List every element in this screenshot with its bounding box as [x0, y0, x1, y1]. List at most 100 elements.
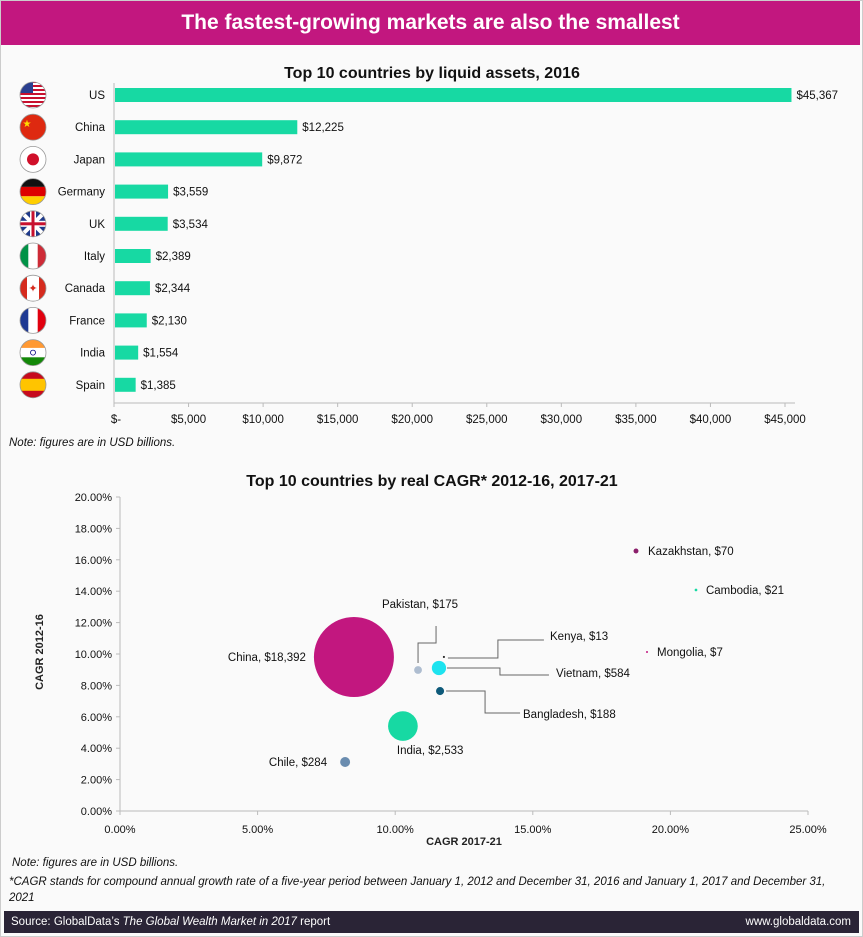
bubble-label-cambodia: Cambodia, $21: [706, 585, 784, 597]
bubble-label-mongolia: Mongolia, $7: [657, 647, 723, 659]
bubble-chile: [340, 757, 351, 767]
x-tick-label: $5,000: [171, 414, 206, 426]
x-tick-label: $25,000: [466, 414, 508, 426]
bar-italy: [115, 249, 151, 263]
bubble-kazakhstan: [633, 548, 639, 554]
category-label: China: [75, 122, 106, 134]
bubble-label-kazakhstan: Kazakhstan, $70: [648, 546, 734, 558]
bar-uk: [115, 216, 168, 231]
svg-text:✦: ✦: [28, 283, 37, 295]
bar-canada: [115, 281, 150, 296]
italy-flag-icon: [19, 242, 47, 270]
bubble-chart: Top 10 countries by real CAGR* 2012-16, …: [34, 473, 827, 848]
value-label: $9,872: [267, 154, 302, 166]
y-tick-label: 0.00%: [81, 806, 112, 818]
spain-flag-icon: [19, 371, 47, 399]
japan-flag-icon: [19, 146, 47, 173]
x-tick-label: $10,000: [242, 414, 284, 426]
value-label: $3,559: [173, 187, 208, 199]
x-tick-label: $20,000: [391, 414, 433, 426]
x-tick-label: $-: [111, 414, 121, 426]
bar-japan: [115, 152, 263, 167]
category-label: Japan: [74, 154, 105, 166]
x-tick-label: 10.00%: [377, 824, 415, 836]
y-tick-label: 4.00%: [81, 743, 112, 755]
source-title: The Global Wealth Market in 2017: [122, 916, 297, 928]
y-tick-label: 14.00%: [75, 586, 113, 598]
value-label: $45,367: [796, 90, 838, 102]
x-tick-label: $30,000: [541, 414, 583, 426]
bar-us: [115, 88, 792, 102]
x-tick-label: $35,000: [615, 414, 657, 426]
x-tick-label: 15.00%: [514, 824, 552, 836]
bar-chart: Top 10 countries by liquid assets, 2016 …: [19, 65, 838, 426]
y-tick-label: 6.00%: [81, 712, 112, 724]
source-suffix: report: [296, 916, 331, 928]
value-label: $2,344: [155, 283, 191, 295]
category-label: Canada: [65, 283, 106, 295]
category-label: UK: [89, 219, 105, 231]
x-tick-label: $15,000: [317, 414, 359, 426]
bubble-india: [388, 711, 418, 741]
france-flag-icon: [19, 306, 47, 334]
bubble-china: [313, 616, 394, 697]
cagr-note: *CAGR stands for compound annual growth …: [9, 876, 826, 904]
bar-france: [115, 313, 147, 328]
category-label: US: [89, 90, 105, 102]
website-link[interactable]: www.globaldata.com: [745, 916, 851, 928]
category-label: Spain: [76, 380, 105, 392]
leader-line-bangladesh: [446, 690, 521, 714]
bubble-chart-title: Top 10 countries by real CAGR* 2012-16, …: [246, 473, 618, 490]
category-label: France: [69, 315, 105, 327]
x-axis-label: CAGR 2017-21: [426, 836, 502, 848]
bubble-label-bangladesh: Bangladesh, $188: [523, 709, 616, 721]
bar-germany: [115, 184, 169, 199]
y-tick-label: 10.00%: [75, 649, 113, 661]
canada-flag-icon: ✦: [19, 274, 47, 302]
bar-spain: [115, 377, 136, 392]
value-label: $2,389: [156, 251, 191, 263]
bubble-pakistan: [414, 666, 422, 674]
y-tick-label: 16.00%: [75, 555, 113, 567]
y-tick-label: 12.00%: [75, 618, 113, 630]
y-axis-label: CAGR 2012-16: [34, 614, 46, 690]
value-label: $1,385: [141, 380, 176, 392]
us-flag-icon: [19, 81, 47, 109]
bubble-label-vietnam: Vietnam, $584: [556, 668, 631, 680]
bubble-note: Note: figures are in USD billions.: [12, 857, 179, 869]
category-label: Italy: [84, 251, 105, 263]
value-label: $2,130: [152, 315, 187, 327]
bubble-label-chile: Chile, $284: [269, 757, 328, 769]
bubble-mongolia: [646, 650, 649, 653]
bar-chart-title: Top 10 countries by liquid assets, 2016: [284, 65, 580, 82]
leader-line-kenya: [447, 639, 544, 659]
bubble-label-india: India, $2,533: [397, 745, 464, 757]
leader-line-pakistan: [417, 626, 437, 664]
bubble-vietnam: [431, 660, 447, 676]
bubble-label-pakistan: Pakistan, $175: [382, 599, 458, 611]
category-label: Germany: [58, 187, 106, 199]
bar-india: [115, 345, 139, 360]
svg-text:★: ★: [23, 119, 32, 130]
category-label: India: [80, 348, 106, 360]
y-tick-label: 20.00%: [75, 492, 113, 504]
value-label: $1,554: [143, 348, 179, 360]
x-tick-label: $40,000: [690, 414, 732, 426]
bubble-kenya: [442, 655, 445, 659]
x-tick-label: 25.00%: [789, 824, 827, 836]
value-label: $12,225: [302, 122, 344, 134]
bubble-cambodia: [694, 588, 698, 592]
bar-china: [115, 120, 298, 135]
bubble-label-china: China, $18,392: [228, 652, 306, 664]
bubble-bangladesh: [436, 687, 445, 696]
leader-line-vietnam: [446, 667, 549, 676]
source-text: Source: GlobalData’s The Global Wealth M…: [11, 911, 330, 933]
y-tick-label: 18.00%: [75, 523, 113, 535]
page-title: The fastest-growing markets are also the…: [1, 1, 860, 45]
x-tick-label: 5.00%: [242, 824, 273, 836]
germany-flag-icon: [19, 178, 47, 206]
y-tick-label: 8.00%: [81, 680, 112, 692]
footer: Source: GlobalData’s The Global Wealth M…: [4, 911, 859, 933]
bubble-label-kenya: Kenya, $13: [550, 631, 608, 643]
uk-flag-icon: [19, 210, 47, 238]
